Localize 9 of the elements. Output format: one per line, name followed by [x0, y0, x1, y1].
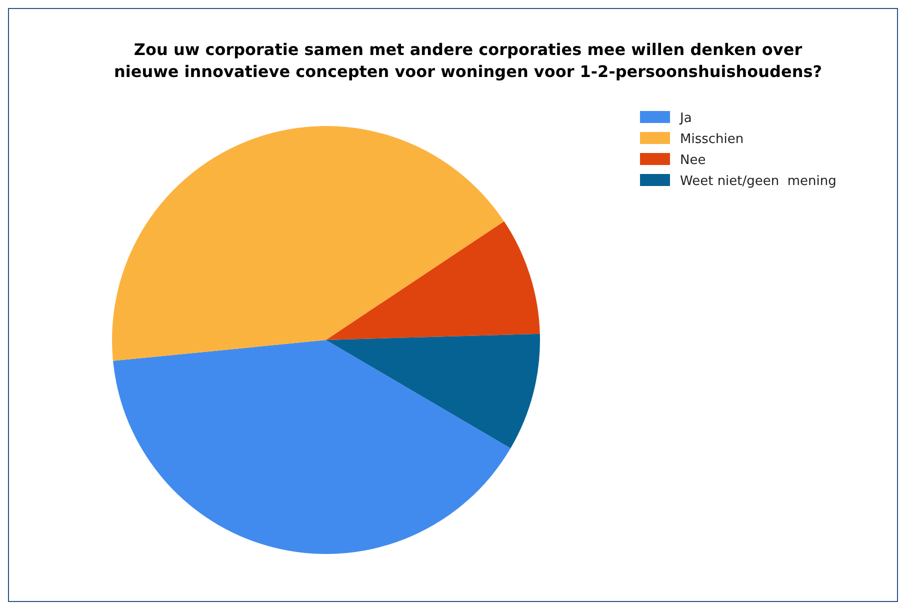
pie-slice — [326, 221, 540, 340]
legend-label: Misschien — [680, 132, 744, 147]
pie-slice — [326, 334, 540, 448]
pie-slice — [112, 126, 504, 361]
legend-label: Ja — [679, 111, 692, 126]
chart-title: Zou uw corporatie samen met andere corporaties mee willen denken over nieuwe innovatieve concepten voor woningen voor 1-2-persoonshuishoudens? — [114, 40, 822, 81]
legend-label: Nee — [680, 153, 706, 168]
legend-label: Weet niet/geen mening — [680, 174, 836, 189]
pie-slice — [113, 340, 511, 554]
